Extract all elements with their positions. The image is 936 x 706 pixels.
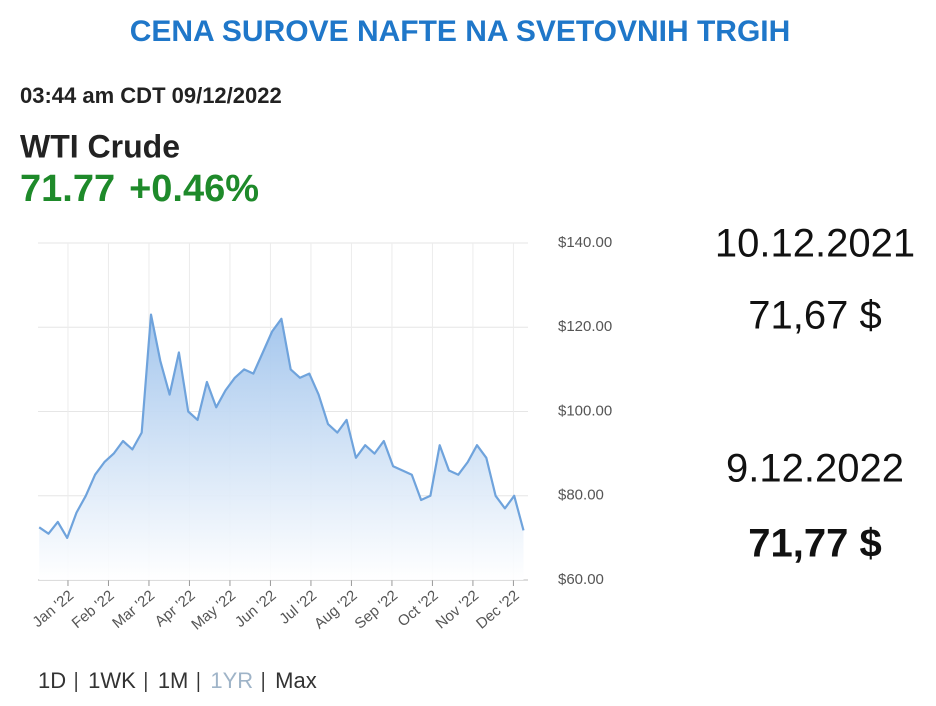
range-button[interactable]: Max	[275, 668, 317, 693]
quote-line: 71.77 +0.46%	[20, 168, 259, 210]
change: +0.46%	[129, 168, 259, 210]
x-tick-label: Dec '22	[473, 587, 523, 632]
y-tick-label: $80.00	[558, 487, 604, 504]
y-tick-label: $100.00	[558, 402, 612, 419]
y-tick-label: $140.00	[558, 234, 612, 251]
area-fill	[39, 314, 524, 580]
range-button[interactable]: 1M	[158, 668, 189, 693]
compare-date: 9.12.2022	[726, 447, 904, 491]
timestamp: 03:44 am CDT 09/12/2022	[20, 83, 282, 108]
x-tick-label: Nov '22	[433, 587, 483, 632]
compare-price: 71,77 $	[748, 522, 881, 566]
chart: $60.00 $80.00 $100.00 $120.00 $140.00 Jan '22…	[29, 234, 612, 634]
x-tick-label: Sep '22	[352, 587, 402, 632]
price: 71.77	[20, 168, 115, 210]
range-button[interactable]: 1D	[38, 668, 66, 693]
compare-date: 10.12.2021	[715, 222, 915, 266]
range-selector: 1D 1WK 1M 1YR Max	[38, 668, 317, 693]
x-tick-label: Mar '22	[109, 587, 158, 632]
x-tick-label: Feb '22	[69, 587, 118, 632]
y-tick-label: $60.00	[558, 571, 604, 588]
x-tick-label: Jun '22	[232, 587, 280, 631]
x-tick-label: Jan '22	[29, 587, 77, 631]
range-button[interactable]: 1WK	[88, 668, 136, 693]
y-tick-label: $120.00	[558, 318, 612, 335]
x-tick-label: Oct '22	[395, 587, 442, 630]
x-tick-label: Aug '22	[311, 587, 361, 632]
instrument-name: WTI Crude	[20, 128, 180, 164]
compare-price: 71,67 $	[748, 294, 881, 338]
page-title: CENA SUROVE NAFTE NA SVETOVNIH TRGIH	[130, 15, 791, 48]
range-button[interactable]: 1YR	[210, 668, 253, 693]
x-tick-label: May '22	[188, 587, 239, 633]
price-line	[38, 313, 525, 539]
